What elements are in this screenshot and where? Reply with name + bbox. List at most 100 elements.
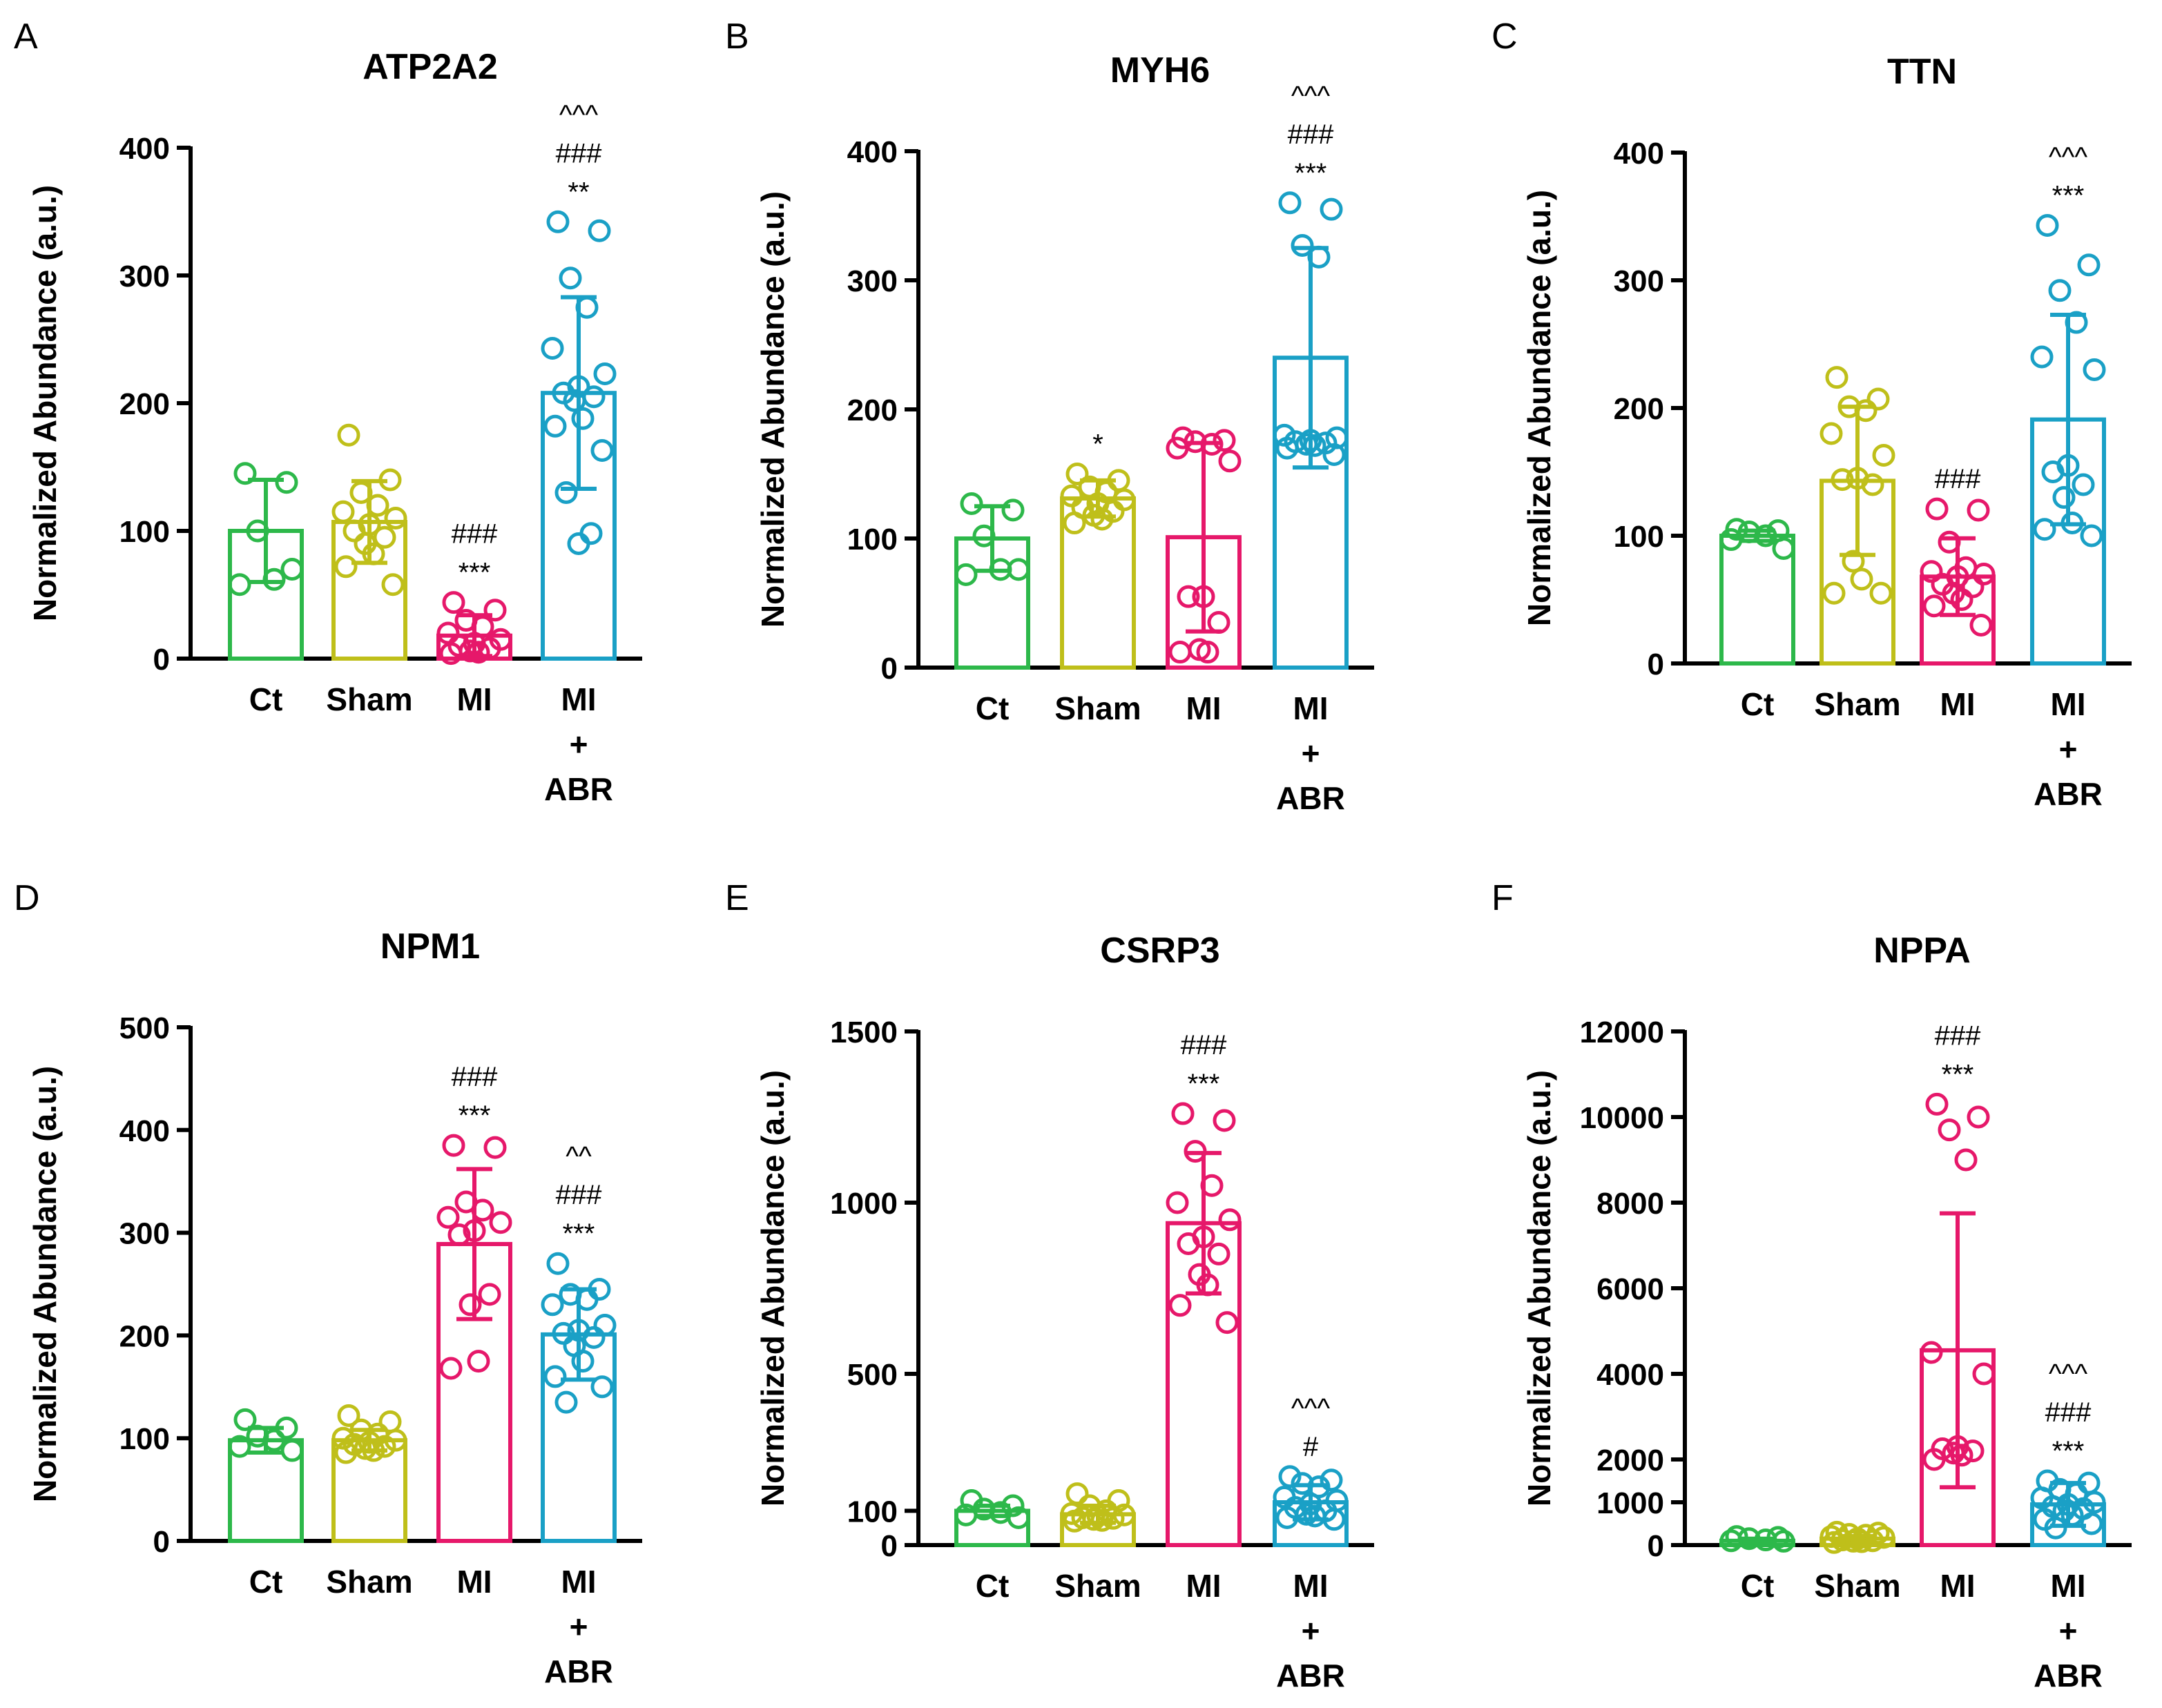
significance-label: ### [452, 519, 498, 550]
data-point [2065, 311, 2088, 334]
data-point [571, 407, 595, 430]
data-point [442, 591, 465, 614]
data-point [467, 641, 490, 664]
data-point [1719, 528, 1743, 552]
panel-label: E [725, 878, 749, 918]
data-point [2036, 213, 2059, 237]
x-tick-label: MI [1186, 1568, 1221, 1604]
data-point [378, 468, 402, 492]
y-tick-label: 8000 [1596, 1187, 1664, 1221]
data-point [546, 1252, 570, 1275]
y-axis-label: Normalized Abundance (a.u.) [755, 1070, 791, 1506]
data-point [1207, 611, 1230, 634]
data-point [373, 525, 396, 549]
data-point [563, 389, 586, 412]
data-point [459, 1293, 482, 1317]
data-point [483, 1136, 507, 1159]
data-point [1086, 1504, 1110, 1528]
significance-label: *** [1188, 1069, 1220, 1099]
x-tick-label: Sham [326, 1564, 412, 1600]
data-point [1320, 1468, 1343, 1492]
data-point [582, 1326, 606, 1349]
data-point [2083, 358, 2106, 381]
chart-title: MYH6 [1110, 50, 1210, 90]
data-point [1063, 512, 1086, 535]
data-point [337, 1404, 360, 1427]
data-point [972, 524, 996, 547]
x-tick-label: Ct [249, 1564, 283, 1600]
data-point [1001, 498, 1025, 522]
data-point [1954, 1148, 1978, 1172]
data-point [436, 1205, 460, 1229]
data-point [1065, 463, 1089, 485]
data-point [1213, 1109, 1236, 1132]
y-axis-label: Normalized Abundance (a.u.) [755, 191, 791, 628]
data-point [2033, 518, 2056, 541]
data-point [543, 1365, 567, 1388]
significance-label: ### [2045, 1397, 2092, 1428]
significance-label: *** [2052, 180, 2085, 211]
x-tick-label: MI [2050, 686, 2085, 722]
data-point [1837, 395, 1861, 418]
y-axis-label: Normalized Abundance (a.u.) [1521, 1070, 1557, 1506]
y-tick-label: 2000 [1596, 1444, 1664, 1477]
y-tick-label: 0 [1648, 648, 1664, 681]
data-point [1307, 245, 1331, 269]
data-point [1215, 1311, 1239, 1335]
data-point [334, 1441, 358, 1464]
data-point [436, 621, 460, 645]
data-point [362, 542, 385, 565]
x-tick-label: + [2059, 731, 2078, 767]
data-point [2044, 1516, 2067, 1540]
data-point [1842, 550, 1865, 573]
data-point [1950, 1444, 1973, 1467]
data-point [1303, 434, 1326, 457]
data-point [1719, 1529, 1743, 1553]
x-tick-label: Ct [249, 681, 283, 717]
data-point [1920, 560, 1943, 583]
data-point [447, 1223, 471, 1247]
y-tick-label: 200 [1614, 392, 1664, 426]
data-point [543, 414, 567, 438]
x-tick-label: Ct [1741, 686, 1775, 722]
data-point [1320, 197, 1343, 221]
data-point [2041, 460, 2065, 483]
x-tick-label: MI [1293, 690, 1328, 726]
data-point [1171, 1102, 1195, 1125]
data-point [1920, 1341, 1943, 1364]
x-tick-label: ABR [2034, 1658, 2103, 1694]
data-point [2072, 473, 2095, 496]
data-point [554, 1390, 578, 1414]
x-tick-label: + [570, 726, 588, 762]
x-tick-label: Sham [1054, 690, 1141, 726]
chart-panel-d: D NPM1 Normalized Abundance (a.u.) 0 100 200 3… [14, 878, 642, 1689]
data-point [2080, 1512, 2103, 1535]
significance-label: # [1303, 1432, 1319, 1462]
data-point [1850, 567, 1873, 591]
data-point [1972, 563, 1996, 585]
data-point [1950, 588, 1973, 611]
data-point [582, 385, 606, 409]
data-point [1967, 1105, 1990, 1129]
data-point [954, 1503, 978, 1526]
data-point [1922, 594, 1946, 618]
panel-label: F [1492, 878, 1514, 918]
data-point [1872, 1526, 1895, 1549]
data-point [1275, 1506, 1299, 1529]
data-point [1192, 585, 1215, 608]
data-point [1184, 1140, 1207, 1163]
x-tick-label: MI [1940, 1568, 1975, 1604]
data-point [478, 1283, 501, 1306]
data-point [275, 1416, 298, 1439]
data-point [1275, 436, 1299, 460]
data-point [1925, 497, 1949, 521]
data-point [1299, 429, 1322, 452]
y-tick-label: 100 [847, 523, 898, 556]
data-point [331, 500, 355, 523]
data-point [2052, 486, 2076, 509]
y-tick-label: 400 [119, 132, 170, 166]
y-tick-label: 1500 [830, 1016, 898, 1049]
significance-label: *** [459, 1100, 491, 1131]
data-point [381, 573, 405, 596]
